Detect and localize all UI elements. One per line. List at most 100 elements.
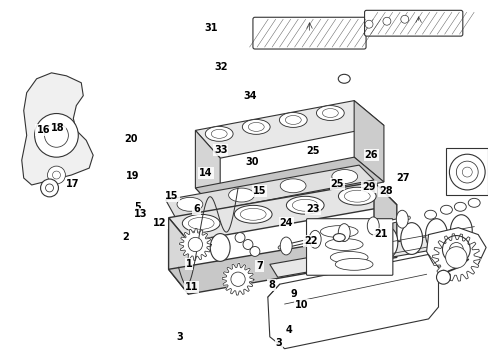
Text: 17: 17 [66,179,79,189]
Ellipse shape [441,205,452,214]
Polygon shape [433,234,480,281]
Ellipse shape [468,198,480,207]
Ellipse shape [240,208,266,220]
Ellipse shape [333,234,345,242]
Ellipse shape [205,126,233,141]
Ellipse shape [322,109,338,117]
Text: 16: 16 [36,125,50,135]
Text: 30: 30 [245,157,259,167]
Circle shape [383,17,391,25]
Text: 9: 9 [290,289,297,299]
Polygon shape [169,218,189,294]
Polygon shape [374,182,397,257]
Text: 6: 6 [193,203,200,213]
Text: 21: 21 [374,229,388,239]
Text: 19: 19 [126,171,140,181]
Ellipse shape [317,105,344,121]
Text: 2: 2 [122,232,129,242]
Ellipse shape [426,219,447,251]
Ellipse shape [335,258,373,270]
Ellipse shape [450,215,472,247]
Text: 23: 23 [306,203,320,213]
Text: 3: 3 [276,338,282,347]
Ellipse shape [401,223,422,255]
Ellipse shape [188,217,214,229]
Text: 18: 18 [51,123,65,133]
Ellipse shape [332,170,358,184]
Text: 12: 12 [153,218,167,228]
Ellipse shape [177,197,203,211]
Ellipse shape [330,251,368,264]
Ellipse shape [243,120,270,134]
Circle shape [462,167,472,177]
Polygon shape [166,165,374,218]
Text: 3: 3 [176,332,183,342]
Polygon shape [354,100,384,182]
Ellipse shape [211,129,227,138]
Ellipse shape [344,190,370,202]
Text: 14: 14 [199,168,213,178]
Text: 7: 7 [256,261,263,271]
Polygon shape [268,255,439,349]
Text: 1: 1 [186,259,193,269]
Text: 32: 32 [214,63,227,72]
FancyBboxPatch shape [307,219,393,275]
Ellipse shape [248,122,264,131]
Ellipse shape [376,227,398,258]
Text: 25: 25 [331,179,344,189]
Polygon shape [196,130,220,215]
Ellipse shape [210,234,230,261]
FancyBboxPatch shape [253,17,366,49]
Ellipse shape [454,202,466,211]
Text: 34: 34 [243,91,257,101]
Ellipse shape [293,199,318,211]
Text: 5: 5 [135,202,142,212]
Text: 15: 15 [253,186,267,196]
Circle shape [243,239,253,249]
Circle shape [401,15,409,23]
Polygon shape [222,264,254,295]
Ellipse shape [285,116,301,125]
Ellipse shape [320,226,358,238]
Text: 8: 8 [269,280,275,291]
Text: 11: 11 [185,282,198,292]
Circle shape [188,237,202,252]
FancyBboxPatch shape [365,10,463,36]
Ellipse shape [229,188,254,202]
Text: 24: 24 [280,218,293,228]
Circle shape [250,247,260,256]
Circle shape [52,171,60,179]
Ellipse shape [338,74,350,83]
Polygon shape [270,235,446,277]
Circle shape [449,154,485,190]
Ellipse shape [339,187,376,205]
Ellipse shape [286,196,324,214]
Text: 31: 31 [204,23,218,33]
Text: 13: 13 [134,209,147,219]
Text: 28: 28 [379,186,393,196]
Text: 20: 20 [124,134,138,144]
Circle shape [41,179,58,197]
Polygon shape [446,148,488,195]
Ellipse shape [338,224,350,242]
Circle shape [365,20,373,28]
Text: 29: 29 [362,182,376,192]
Ellipse shape [280,237,292,255]
Ellipse shape [182,215,220,232]
Text: 15: 15 [165,191,179,201]
Text: 27: 27 [396,173,410,183]
Circle shape [456,161,478,183]
Circle shape [45,123,69,147]
Circle shape [48,166,65,184]
Text: 10: 10 [295,300,309,310]
Circle shape [46,184,53,192]
Polygon shape [196,157,384,215]
Polygon shape [169,182,397,242]
Ellipse shape [234,205,272,223]
Circle shape [231,272,245,286]
Polygon shape [22,73,93,185]
Circle shape [437,270,450,284]
Circle shape [445,247,467,268]
Ellipse shape [368,217,379,235]
Polygon shape [427,228,486,271]
